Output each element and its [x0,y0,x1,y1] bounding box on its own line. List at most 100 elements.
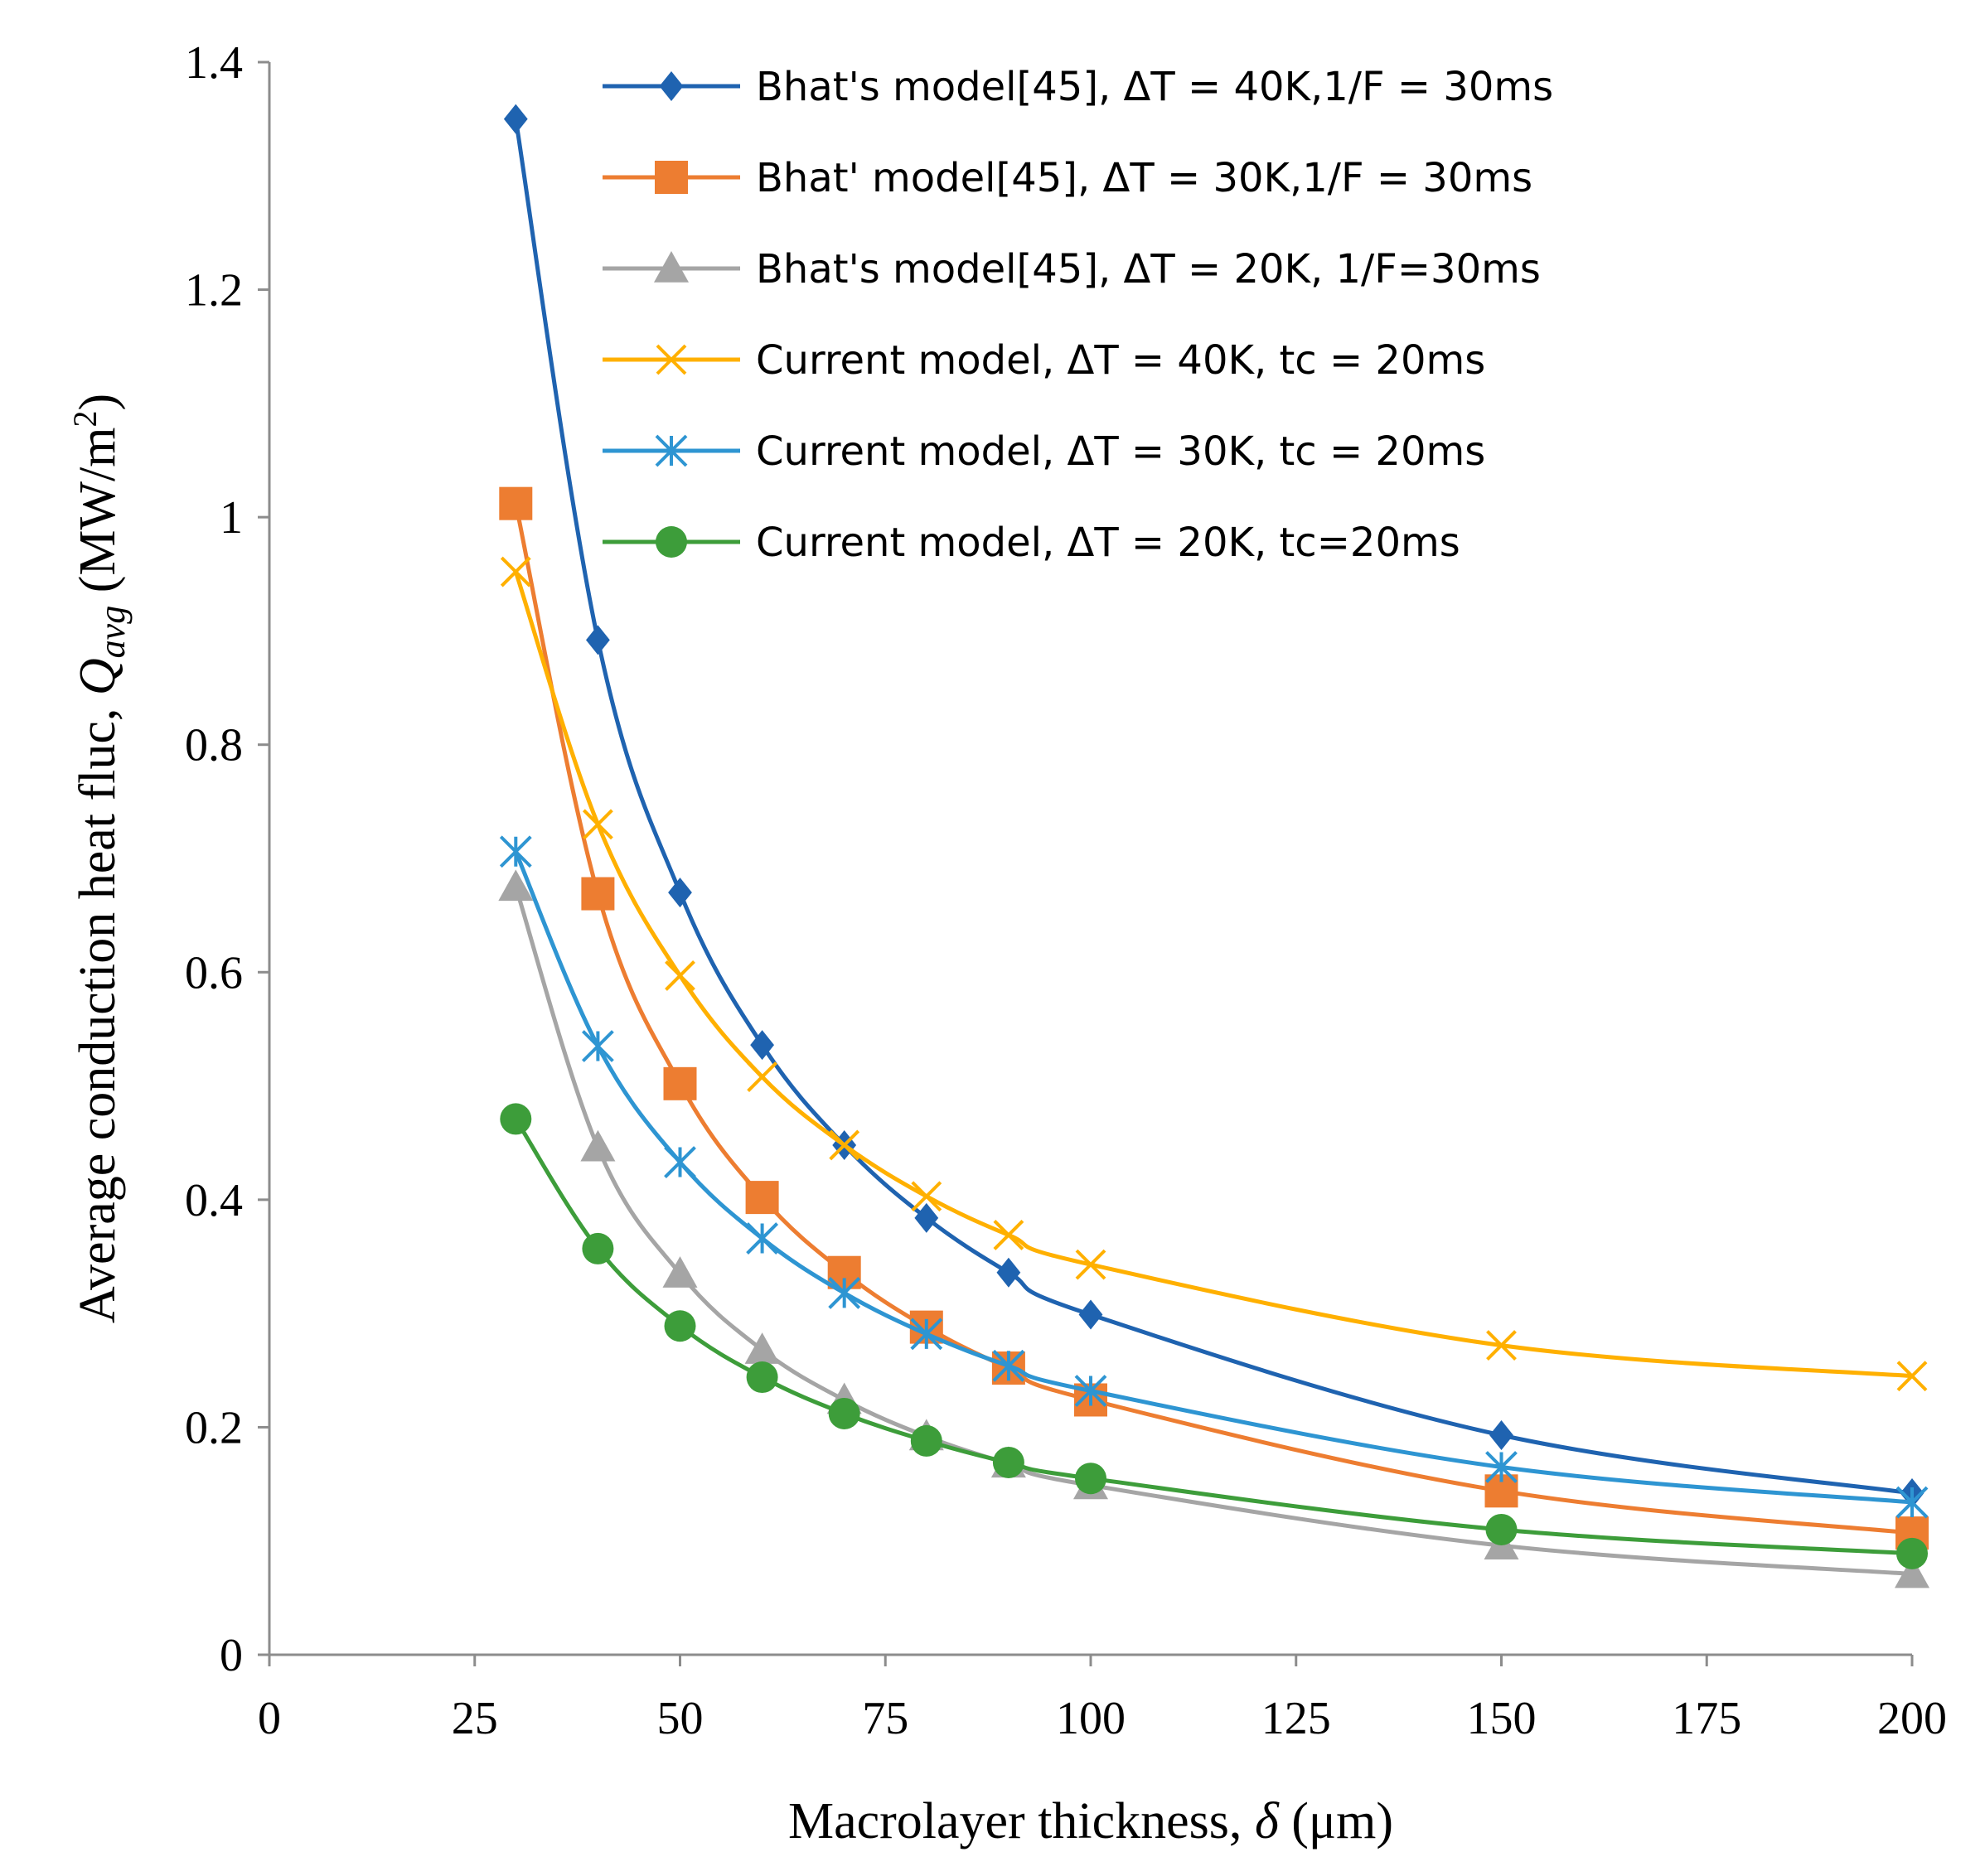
marker-asterisk [1074,1375,1107,1407]
marker-circle [500,1103,532,1135]
y-tick-label: 1.4 [185,37,243,89]
legend-label: Bhat's model[45], ΔT = 40K,1/F = 30ms [756,64,1553,110]
marker-x [747,1061,778,1093]
marker-diamond [503,104,528,134]
series-line [513,850,1913,1505]
marker-x [665,960,695,991]
x-axis-title-unit: (μm) [1279,1793,1393,1849]
y-axis-title-symbol: Q [70,658,126,695]
marker-triangle [580,1129,616,1162]
series-line [513,503,1913,1535]
x-tick-label: 0 [258,1693,281,1744]
x-tick-label: 150 [1467,1693,1537,1744]
legend-label: Current model, ΔT = 30K, tc = 20ms [756,428,1485,475]
series-2 [499,486,1929,1550]
y-axis-title: Average conduction heat fluc, Qavg (MW/m… [66,394,133,1323]
marker-x [656,344,687,375]
marker-diamond [914,1202,939,1233]
marker-square [663,1066,697,1100]
marker-diamond [1489,1420,1513,1451]
x-tick-label: 175 [1672,1693,1741,1744]
marker-diamond [1078,1299,1103,1330]
marker-square [499,486,533,520]
marker-square [655,161,688,194]
x-tick-label: 125 [1261,1693,1331,1744]
marker-x [911,1181,942,1212]
marker-triangle [744,1332,780,1364]
legend-entry-4: Current model, ΔT = 40K, tc = 20ms [603,337,1485,384]
legend-entry-3: Bhat's model[45], ΔT = 20K, 1/F=30ms [603,246,1541,293]
legend-label: Current model, ΔT = 20K, tc=20ms [756,520,1460,566]
y-tick-label: 0.6 [185,947,243,998]
marker-asterisk [1485,1451,1518,1483]
x-axis-title-text: Macrolayer thickness, [788,1793,1255,1849]
x-tick-label: 25 [452,1693,498,1744]
axes: 0 0.2 0.4 0.6 0.8 1 1.2 1.4 0 25 50 75 100 125 150 175 2… [185,37,1947,1744]
legend-label: Bhat' model[45], ΔT = 30K,1/F = 30ms [756,155,1532,201]
marker-diamond [750,1030,774,1061]
marker-circle [582,1232,614,1264]
marker-circle [910,1424,942,1457]
marker-diamond [586,625,610,655]
marker-x [993,1220,1024,1250]
legend-entry-5: Current model, ΔT = 30K, tc = 20ms [603,428,1485,475]
y-axis-title-superscript: 2 [66,411,104,428]
y-axis-title-text: Average conduction heat fluc, [70,695,126,1323]
marker-x [1075,1249,1106,1280]
y-tick-label: 0 [220,1630,243,1681]
marker-square [745,1181,779,1215]
legend: Bhat's model[45], ΔT = 40K,1/F = 30ms Bha… [603,64,1553,566]
y-tick-label: 0.4 [185,1175,243,1226]
series-6 [500,1103,1928,1569]
marker-asterisk [1895,1486,1929,1519]
marker-asterisk [992,1349,1025,1382]
marker-circle [992,1446,1024,1478]
legend-label: Current model, ΔT = 40K, tc = 20ms [756,337,1485,384]
legend-label: Bhat's model[45], ΔT = 20K, 1/F=30ms [756,246,1541,293]
y-tick-label: 0.2 [185,1402,243,1453]
legend-entry-1: Bhat's model[45], ΔT = 40K,1/F = 30ms [603,64,1553,110]
marker-circle [664,1310,696,1342]
series-4 [500,556,1928,1392]
series-5 [499,835,1929,1519]
marker-triangle [1895,1556,1929,1588]
marker-circle [1075,1463,1106,1495]
y-tick-label: 1 [220,492,243,544]
marker-asterisk [581,1030,614,1062]
series-line [513,571,1913,1379]
marker-x [829,1129,860,1161]
x-axis-title: Macrolayer thickness, δ (μm) [788,1793,1393,1849]
marker-circle [1485,1513,1518,1545]
marker-triangle [654,251,689,283]
series-3 [498,869,1929,1588]
series-line [513,118,1913,1496]
marker-diamond [668,878,692,908]
marker-asterisk [746,1222,779,1255]
series-layer [498,104,1929,1588]
marker-circle [746,1361,778,1394]
marker-circle [656,526,687,558]
legend-entry-6: Current model, ΔT = 20K, tc=20ms [603,520,1460,566]
marker-triangle [662,1256,698,1288]
marker-x [1896,1361,1928,1392]
y-tick-label: 1.2 [185,265,243,317]
x-tick-label: 200 [1877,1693,1947,1744]
legend-entry-2: Bhat' model[45], ΔT = 30K,1/F = 30ms [603,155,1532,201]
marker-triangle [498,869,534,902]
marker-circle [828,1397,860,1429]
marker-diamond [659,71,684,101]
marker-asterisk [655,434,688,467]
y-axis-title-subscript: avg [92,606,133,659]
y-axis-title-unit: (MW/m [70,428,126,606]
marker-square [581,877,615,911]
marker-x [582,809,613,840]
marker-circle [1896,1537,1928,1569]
x-tick-label: 100 [1056,1693,1126,1744]
marker-x [1486,1330,1517,1361]
marker-asterisk [828,1277,861,1309]
marker-x [500,556,531,587]
x-axis-title-symbol: δ [1255,1793,1280,1849]
x-tick-label: 75 [862,1693,908,1744]
y-axis-title-unit-close: ) [70,394,126,411]
